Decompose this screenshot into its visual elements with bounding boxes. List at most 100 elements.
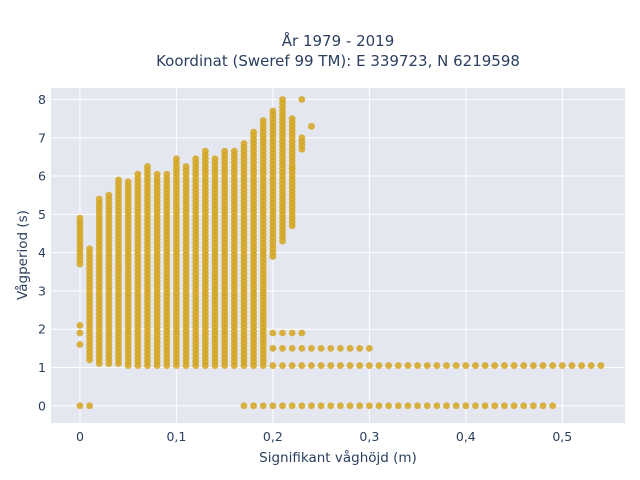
data-point	[269, 329, 277, 337]
data-point	[279, 402, 286, 410]
data-point	[298, 402, 306, 410]
data-point	[346, 344, 354, 352]
data-point	[481, 402, 489, 410]
data-point	[394, 362, 402, 369]
data-point	[269, 402, 277, 410]
data-point	[317, 402, 325, 410]
x-tick-label: 0,2	[263, 429, 283, 444]
x-tick-label: 0,4	[456, 429, 476, 444]
y-tick-label: 3	[38, 283, 46, 298]
data-point	[221, 147, 229, 155]
data-point	[443, 362, 450, 369]
data-point	[153, 170, 161, 178]
data-point	[240, 402, 248, 410]
data-point	[308, 122, 315, 130]
x-tick-label: 0,5	[552, 429, 572, 444]
data-point	[578, 362, 585, 369]
data-point	[317, 344, 325, 352]
data-point	[86, 402, 93, 410]
data-point	[529, 402, 537, 410]
data-point	[549, 362, 557, 369]
data-point	[86, 245, 93, 253]
data-point	[462, 362, 470, 369]
data-point	[549, 402, 557, 410]
data-point	[433, 362, 441, 369]
data-point	[182, 163, 190, 170]
data-point	[501, 402, 508, 410]
data-point	[394, 402, 402, 410]
data-point	[317, 362, 325, 369]
data-point	[269, 107, 277, 115]
data-point	[211, 155, 219, 163]
data-point	[298, 96, 306, 103]
x-tick-label: 0,1	[166, 429, 186, 444]
data-point	[76, 321, 84, 329]
data-point	[144, 163, 151, 170]
y-tick-label: 7	[38, 130, 46, 145]
data-point	[288, 362, 296, 369]
data-point	[491, 362, 499, 369]
data-point	[95, 195, 103, 203]
data-point	[423, 362, 431, 369]
data-point	[443, 402, 450, 410]
data-point	[414, 362, 421, 369]
data-point	[501, 362, 508, 369]
data-point	[327, 344, 335, 352]
data-point	[423, 402, 431, 410]
data-point	[346, 402, 354, 410]
data-point	[337, 344, 344, 352]
data-point	[375, 362, 383, 369]
data-point	[163, 170, 171, 178]
data-point	[520, 402, 528, 410]
data-point	[365, 344, 373, 352]
data-point	[115, 176, 122, 184]
data-point	[259, 402, 267, 410]
data-point	[298, 344, 306, 352]
data-point	[250, 128, 257, 136]
data-point	[337, 402, 344, 410]
data-point	[539, 362, 547, 369]
data-point	[288, 402, 296, 410]
data-point	[520, 362, 528, 369]
data-point	[327, 362, 335, 369]
data-point	[308, 402, 315, 410]
data-point	[308, 362, 315, 369]
y-tick-label: 5	[38, 207, 46, 222]
data-point	[385, 362, 393, 369]
data-point	[404, 362, 412, 369]
data-point	[134, 170, 142, 178]
data-point	[269, 362, 277, 369]
y-axis-title: Vågperiod (s)	[14, 210, 31, 300]
data-point	[76, 402, 84, 410]
data-point	[375, 402, 383, 410]
data-point	[124, 178, 132, 186]
data-point	[298, 362, 306, 369]
data-point	[404, 402, 412, 410]
data-point	[230, 147, 238, 155]
data-point	[240, 140, 248, 147]
data-point	[288, 344, 296, 352]
data-point	[250, 402, 257, 410]
data-point	[481, 362, 489, 369]
x-axis-ticks: 0 0,1 0,2 0,3 0,4 0,5	[76, 429, 572, 444]
data-point	[279, 344, 286, 352]
data-point	[76, 214, 84, 222]
data-point	[365, 402, 373, 410]
data-points	[76, 96, 605, 410]
data-point	[279, 329, 286, 337]
y-tick-label: 1	[38, 360, 46, 375]
data-point	[510, 402, 518, 410]
data-point	[472, 362, 479, 369]
data-point	[298, 329, 306, 337]
x-tick-label: 0	[76, 429, 84, 444]
data-point	[192, 155, 200, 163]
y-axis-ticks: 0 1 2 3 4 5 6 7 8	[38, 92, 46, 413]
data-point	[259, 117, 267, 124]
data-point	[452, 402, 460, 410]
data-point	[173, 155, 180, 163]
y-tick-label: 2	[38, 322, 46, 337]
data-point	[279, 362, 286, 369]
data-point	[597, 362, 605, 369]
data-point	[356, 344, 364, 352]
